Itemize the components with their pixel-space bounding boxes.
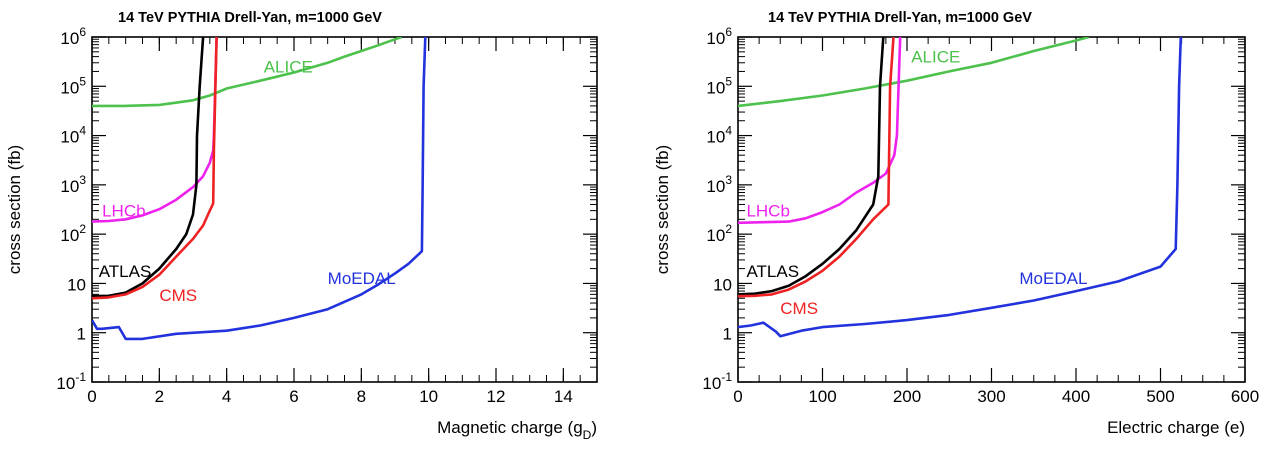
y-tick-label: 105 bbox=[60, 74, 86, 97]
series-label-cms: CMS bbox=[159, 286, 197, 305]
series-label-lhcb: LHCb bbox=[746, 202, 789, 221]
y-tick-label: 10 bbox=[713, 275, 732, 294]
y-tick-label: 102 bbox=[706, 222, 732, 245]
y-tick-label: 1 bbox=[723, 325, 732, 344]
x-tick-label: 600 bbox=[1231, 387, 1259, 406]
series-line-atlas bbox=[92, 37, 205, 298]
y-tick-label: 106 bbox=[706, 25, 732, 48]
series-label-cms: CMS bbox=[780, 299, 818, 318]
y-tick-label: 103 bbox=[60, 173, 86, 196]
series-label-alice: ALICE bbox=[264, 58, 313, 77]
series-line-cms bbox=[738, 37, 895, 298]
x-axis-label: Electric charge (e) bbox=[1107, 418, 1245, 437]
y-tick-label: 10 bbox=[67, 275, 86, 294]
series-line-lhcb bbox=[738, 37, 902, 225]
y-tick-label: 104 bbox=[60, 124, 86, 147]
chart-panel-1: 14 TeV PYTHIA Drell-Yan, m=1000 GeV10610… bbox=[5, 10, 598, 442]
x-tick-label: 400 bbox=[1062, 387, 1090, 406]
y-tick-label: 106 bbox=[60, 25, 86, 48]
y-tick-label: 10-1 bbox=[702, 370, 732, 393]
y-axis-label: cross section (fb) bbox=[5, 145, 24, 274]
series-label-atlas: ATLAS bbox=[99, 262, 152, 281]
x-tick-label: 200 bbox=[893, 387, 921, 406]
x-tick-label: 300 bbox=[977, 387, 1005, 406]
x-tick-label: 12 bbox=[487, 387, 506, 406]
series-line-alice bbox=[738, 37, 1090, 108]
plot-frame bbox=[91, 36, 598, 383]
x-tick-label: 100 bbox=[808, 387, 836, 406]
series-label-atlas: ATLAS bbox=[746, 262, 799, 281]
x-tick-label: 0 bbox=[87, 387, 96, 406]
series-line-cms bbox=[92, 37, 218, 300]
y-tick-label: 105 bbox=[706, 74, 732, 97]
series-label-moedal: MoEDAL bbox=[1019, 269, 1087, 288]
chart-title: 14 TeV PYTHIA Drell-Yan, m=1000 GeV bbox=[768, 10, 1032, 26]
y-tick-label: 104 bbox=[706, 124, 732, 147]
x-tick-label: 4 bbox=[222, 387, 231, 406]
y-tick-label: 103 bbox=[706, 173, 732, 196]
y-tick-label: 1 bbox=[77, 325, 86, 344]
series-label-moedal: MoEDAL bbox=[328, 269, 396, 288]
x-tick-label: 6 bbox=[289, 387, 298, 406]
series-label-alice: ALICE bbox=[911, 48, 960, 67]
x-axis-label: Magnetic charge (gD) bbox=[437, 418, 597, 442]
plot-frame bbox=[737, 36, 1246, 383]
series-line-moedal bbox=[92, 37, 427, 341]
y-tick-label: 10-1 bbox=[56, 370, 86, 393]
x-tick-label: 2 bbox=[155, 387, 164, 406]
x-tick-label: 0 bbox=[733, 387, 742, 406]
chart-panel-2: 14 TeV PYTHIA Drell-Yan, m=1000 GeV10610… bbox=[653, 10, 1259, 437]
y-axis-label: cross section (fb) bbox=[653, 145, 672, 274]
series-line-moedal bbox=[738, 37, 1183, 338]
y-tick-label: 102 bbox=[60, 222, 86, 245]
chart-title: 14 TeV PYTHIA Drell-Yan, m=1000 GeV bbox=[118, 10, 382, 26]
x-tick-label: 14 bbox=[554, 387, 573, 406]
series-line-atlas bbox=[738, 37, 885, 296]
x-tick-label: 10 bbox=[419, 387, 438, 406]
x-tick-label: 500 bbox=[1146, 387, 1174, 406]
series-line-alice bbox=[92, 37, 403, 108]
series-label-lhcb: LHCb bbox=[102, 202, 145, 221]
x-tick-label: 8 bbox=[357, 387, 366, 406]
